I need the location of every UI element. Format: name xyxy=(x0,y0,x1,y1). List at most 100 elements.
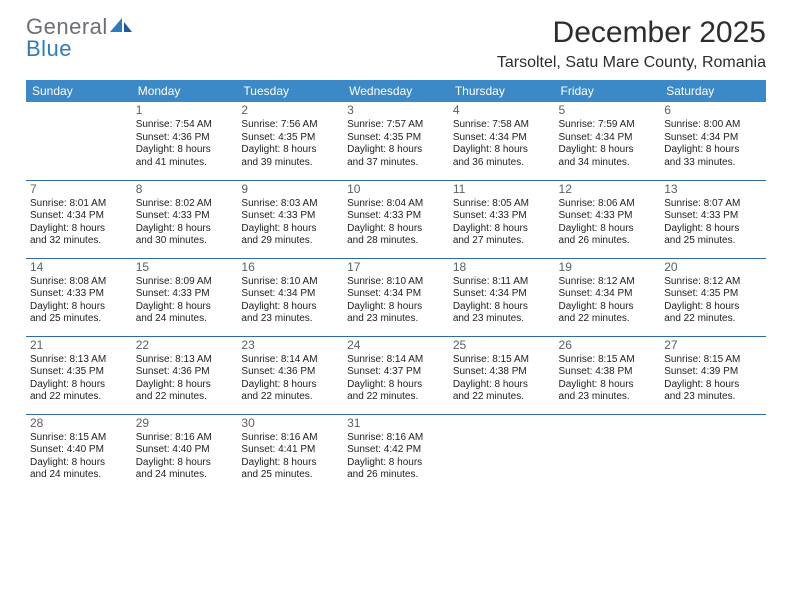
detail-line: and 28 minutes. xyxy=(347,235,445,248)
calendar-cell: 9 Sunrise: 8:03 AMSunset: 4:33 PMDaylight… xyxy=(237,180,343,258)
day-details: Sunrise: 8:16 AMSunset: 4:41 PMDaylight:… xyxy=(241,432,339,482)
calendar-cell: 4Sunrise: 7:58 AMSunset: 4:34 PMDaylight… xyxy=(449,102,555,180)
day-details: Sunrise: 8:00 AMSunset: 4:34 PMDaylight:… xyxy=(664,119,762,169)
detail-line: Daylight: 8 hours xyxy=(664,379,762,392)
day-details: Sunrise: 8:09 AMSunset: 4:33 PMDaylight:… xyxy=(136,276,234,326)
detail-line: Sunset: 4:34 PM xyxy=(559,132,657,145)
day-details: Sunrise: 8:10 AMSunset: 4:34 PMDaylight:… xyxy=(241,276,339,326)
calendar-cell xyxy=(555,414,661,492)
calendar-cell: 1Sunrise: 7:54 AMSunset: 4:36 PMDaylight… xyxy=(132,102,238,180)
calendar-cell: 3Sunrise: 7:57 AMSunset: 4:35 PMDaylight… xyxy=(343,102,449,180)
weekday-heading: Saturday xyxy=(660,80,766,102)
calendar-cell: 29Sunrise: 8:16 AMSunset: 4:40 PMDayligh… xyxy=(132,414,238,492)
detail-line: and 22 minutes. xyxy=(30,391,128,404)
detail-line: Sunset: 4:38 PM xyxy=(559,366,657,379)
detail-line: Sunset: 4:33 PM xyxy=(136,288,234,301)
detail-line: and 26 minutes. xyxy=(559,235,657,248)
detail-line: Sunrise: 7:58 AM xyxy=(453,119,551,132)
detail-line: and 37 minutes. xyxy=(347,157,445,170)
detail-line: Sunset: 4:39 PM xyxy=(664,366,762,379)
detail-line: Sunrise: 8:15 AM xyxy=(453,354,551,367)
detail-line: Sunset: 4:34 PM xyxy=(241,288,339,301)
detail-line: Daylight: 8 hours xyxy=(664,144,762,157)
detail-line: Sunrise: 7:54 AM xyxy=(136,119,234,132)
detail-line: Sunrise: 8:16 AM xyxy=(347,432,445,445)
day-details: Sunrise: 7:54 AMSunset: 4:36 PMDaylight:… xyxy=(136,119,234,169)
day-details: Sunrise: 8:04 AMSunset: 4:33 PMDaylight:… xyxy=(347,198,445,248)
detail-line: Daylight: 8 hours xyxy=(136,144,234,157)
detail-line: Sunrise: 8:14 AM xyxy=(347,354,445,367)
detail-line: Daylight: 8 hours xyxy=(559,223,657,236)
detail-line: Sunrise: 8:02 AM xyxy=(136,198,234,211)
detail-line: Sunrise: 8:16 AM xyxy=(241,432,339,445)
detail-line: Sunrise: 7:57 AM xyxy=(347,119,445,132)
detail-line: Sunrise: 8:11 AM xyxy=(453,276,551,289)
detail-line: Sunrise: 8:08 AM xyxy=(30,276,128,289)
day-details: Sunrise: 8:02 AMSunset: 4:33 PMDaylight:… xyxy=(136,198,234,248)
detail-line: and 26 minutes. xyxy=(347,469,445,482)
calendar-row: 1Sunrise: 7:54 AMSunset: 4:36 PMDaylight… xyxy=(26,102,766,180)
detail-line: and 25 minutes. xyxy=(241,469,339,482)
calendar-cell: 2Sunrise: 7:56 AMSunset: 4:35 PMDaylight… xyxy=(237,102,343,180)
detail-line: Daylight: 8 hours xyxy=(241,457,339,470)
day-details: Sunrise: 8:03 AMSunset: 4:33 PMDaylight:… xyxy=(241,198,339,248)
calendar-cell: 5Sunrise: 7:59 AMSunset: 4:34 PMDaylight… xyxy=(555,102,661,180)
detail-line: and 33 minutes. xyxy=(664,157,762,170)
calendar-row: 14Sunrise: 8:08 AMSunset: 4:33 PMDayligh… xyxy=(26,258,766,336)
calendar-cell: 21Sunrise: 8:13 AMSunset: 4:35 PMDayligh… xyxy=(26,336,132,414)
day-details: Sunrise: 7:57 AMSunset: 4:35 PMDaylight:… xyxy=(347,119,445,169)
detail-line: Sunrise: 8:03 AM xyxy=(241,198,339,211)
calendar-cell: 24Sunrise: 8:14 AMSunset: 4:37 PMDayligh… xyxy=(343,336,449,414)
detail-line: and 39 minutes. xyxy=(241,157,339,170)
detail-line: Daylight: 8 hours xyxy=(347,223,445,236)
day-number: 18 xyxy=(453,260,551,274)
day-details: Sunrise: 8:15 AMSunset: 4:40 PMDaylight:… xyxy=(30,432,128,482)
day-details: Sunrise: 7:58 AMSunset: 4:34 PMDaylight:… xyxy=(453,119,551,169)
calendar-row: 7Sunrise: 8:01 AMSunset: 4:34 PMDaylight… xyxy=(26,180,766,258)
detail-line: Sunset: 4:33 PM xyxy=(347,210,445,223)
day-number: 8 xyxy=(136,182,234,196)
day-number: 22 xyxy=(136,338,234,352)
day-number: 16 xyxy=(241,260,339,274)
day-details: Sunrise: 8:16 AMSunset: 4:42 PMDaylight:… xyxy=(347,432,445,482)
calendar-cell xyxy=(660,414,766,492)
detail-line: Daylight: 8 hours xyxy=(30,301,128,314)
weekday-heading: Sunday xyxy=(26,80,132,102)
detail-line: Sunset: 4:33 PM xyxy=(241,210,339,223)
detail-line: Sunset: 4:33 PM xyxy=(136,210,234,223)
calendar-cell: 10Sunrise: 8:04 AMSunset: 4:33 PMDayligh… xyxy=(343,180,449,258)
calendar-cell: 23Sunrise: 8:14 AMSunset: 4:36 PMDayligh… xyxy=(237,336,343,414)
detail-line: Sunset: 4:38 PM xyxy=(453,366,551,379)
detail-line: Sunrise: 8:01 AM xyxy=(30,198,128,211)
day-number: 20 xyxy=(664,260,762,274)
title-block: December 2025 Tarsoltel, Satu Mare Count… xyxy=(497,16,766,72)
detail-line: Sunset: 4:35 PM xyxy=(347,132,445,145)
detail-line: Sunset: 4:41 PM xyxy=(241,444,339,457)
day-number: 21 xyxy=(30,338,128,352)
day-number: 9 xyxy=(241,182,339,196)
day-details: Sunrise: 8:15 AMSunset: 4:38 PMDaylight:… xyxy=(559,354,657,404)
detail-line: Sunrise: 8:05 AM xyxy=(453,198,551,211)
detail-line: and 25 minutes. xyxy=(30,313,128,326)
detail-line: Sunrise: 8:10 AM xyxy=(241,276,339,289)
brand-text: General Blue xyxy=(26,16,134,60)
detail-line: Sunrise: 8:04 AM xyxy=(347,198,445,211)
day-details: Sunrise: 8:10 AMSunset: 4:34 PMDaylight:… xyxy=(347,276,445,326)
day-details: Sunrise: 8:12 AMSunset: 4:34 PMDaylight:… xyxy=(559,276,657,326)
calendar-cell xyxy=(449,414,555,492)
detail-line: and 22 minutes. xyxy=(347,391,445,404)
day-number: 12 xyxy=(559,182,657,196)
calendar-cell: 25Sunrise: 8:15 AMSunset: 4:38 PMDayligh… xyxy=(449,336,555,414)
calendar-cell: 30Sunrise: 8:16 AMSunset: 4:41 PMDayligh… xyxy=(237,414,343,492)
calendar-table: Sunday Monday Tuesday Wednesday Thursday… xyxy=(26,80,766,492)
detail-line: Daylight: 8 hours xyxy=(30,379,128,392)
detail-line: Daylight: 8 hours xyxy=(559,144,657,157)
day-number: 25 xyxy=(453,338,551,352)
detail-line: Sunset: 4:33 PM xyxy=(559,210,657,223)
day-details: Sunrise: 8:15 AMSunset: 4:39 PMDaylight:… xyxy=(664,354,762,404)
calendar-cell xyxy=(26,102,132,180)
detail-line: Sunrise: 8:00 AM xyxy=(664,119,762,132)
day-number: 31 xyxy=(347,416,445,430)
detail-line: Sunset: 4:33 PM xyxy=(30,288,128,301)
calendar-cell: 22Sunrise: 8:13 AMSunset: 4:36 PMDayligh… xyxy=(132,336,238,414)
